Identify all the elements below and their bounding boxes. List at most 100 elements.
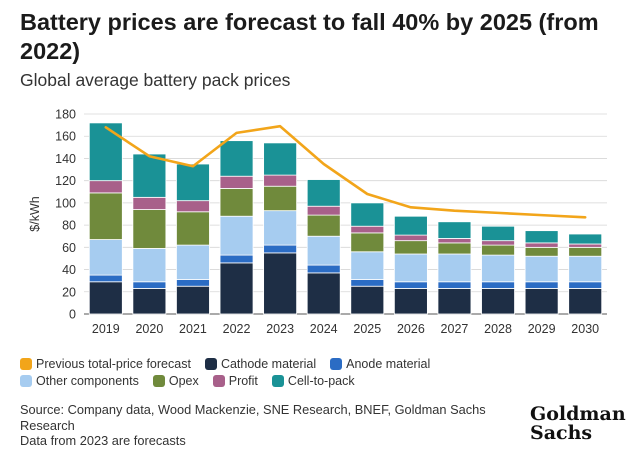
bar-segment-opex <box>306 214 341 237</box>
bar-segment-other-components <box>524 255 559 283</box>
bar-segment-other-components <box>393 253 428 283</box>
y-tick-label: 60 <box>62 241 76 255</box>
legend-label: Cathode material <box>220 357 317 371</box>
x-tick-label: 2019 <box>92 322 120 336</box>
legend-row: Other components Opex Profit Cell-to-pack <box>20 373 540 389</box>
y-tick-label: 120 <box>55 174 76 188</box>
bar-segment-cathode-material <box>524 288 559 315</box>
bar-segment-cell-to-pack <box>568 233 603 245</box>
x-tick-label: 2029 <box>528 322 556 336</box>
x-tick-label: 2021 <box>179 322 207 336</box>
chart-subtitle: Global average battery pack prices <box>20 70 291 90</box>
y-tick-label: 160 <box>55 130 76 144</box>
bar-chart: 0 20 40 60 80 100 120 140 160 180 $/kWh 2019 2020 202… <box>28 108 607 336</box>
bar-segment-profit <box>306 205 341 216</box>
y-tick-label: 80 <box>62 219 76 233</box>
bar-segment-profit <box>263 174 298 187</box>
bar-segment-other-components <box>219 215 254 256</box>
bar-segment-anode-material <box>437 281 472 289</box>
bar-segment-opex <box>524 246 559 257</box>
bar-segment-opex <box>176 211 210 246</box>
bar-segment-cell-to-pack <box>132 153 167 198</box>
legend: Previous total-price forecast Cathode mat… <box>20 356 540 390</box>
bar-segment-profit <box>524 242 559 248</box>
y-tick-label: 140 <box>55 152 76 166</box>
legend-item: Opex <box>152 374 199 388</box>
bar-segment-profit <box>219 175 254 189</box>
forecast-note: Data from 2023 are forecasts <box>20 433 186 448</box>
x-tick-label: 2020 <box>135 322 163 336</box>
bar-segment-cathode-material <box>176 285 210 315</box>
goldman-sachs-logo: Goldman Sachs <box>530 405 626 443</box>
bar-segment-anode-material <box>524 281 559 289</box>
x-tick-label: 2024 <box>310 322 338 336</box>
bar-segment-profit <box>176 200 210 213</box>
y-tick-label: 0 <box>69 308 76 322</box>
x-tick-label: 2030 <box>571 322 599 336</box>
y-tick-label: 20 <box>62 285 76 299</box>
bar-segment-cell-to-pack <box>350 202 385 227</box>
bar-segment-cell-to-pack <box>437 221 472 239</box>
legend-item: Anode material <box>330 357 430 371</box>
bar-segment-anode-material <box>350 279 385 287</box>
bar-segment-profit <box>437 238 472 244</box>
bar-segment-profit <box>132 196 167 210</box>
bar-segment-anode-material <box>263 244 298 254</box>
bar-segment-opex <box>437 242 472 255</box>
bar-segment-profit <box>350 225 385 234</box>
legend-label: Opex <box>168 374 199 388</box>
bar-segment-other-components <box>176 244 210 280</box>
legend-item: Cathode material <box>204 357 317 371</box>
source-text: Source: Company data, Wood Mackenzie, SN… <box>20 402 486 433</box>
legend-swatch <box>20 375 32 387</box>
legend-row: Previous total-price forecast Cathode mat… <box>20 356 540 372</box>
bar-segment-other-components <box>263 210 298 246</box>
legend-label: Profit <box>228 374 258 388</box>
x-tick-label: 2023 <box>266 322 294 336</box>
y-tick-label: 180 <box>55 108 76 122</box>
bar-segment-anode-material <box>88 274 123 283</box>
source-note: Source: Company data, Wood Mackenzie, SN… <box>20 402 520 449</box>
bar-segment-anode-material <box>176 279 210 287</box>
bar-segment-profit <box>88 180 123 194</box>
bar-segment-cell-to-pack <box>263 142 298 176</box>
bar-segment-profit <box>481 240 515 246</box>
bar-segment-anode-material <box>132 281 167 289</box>
legend-swatch <box>20 358 32 370</box>
bar-segment-cell-to-pack <box>393 215 428 236</box>
legend-label: Anode material <box>346 357 431 371</box>
bar-segment-cathode-material <box>263 252 298 315</box>
bar-segment-cathode-material <box>219 262 254 315</box>
bar-segment-profit <box>393 234 428 242</box>
legend-swatch <box>204 358 217 370</box>
bar-segment-anode-material <box>568 281 603 289</box>
bar-segment-cathode-material <box>568 288 603 315</box>
bar-segment-cell-to-pack <box>481 225 515 242</box>
bar-segment-anode-material <box>481 281 515 289</box>
bar-segment-opex <box>481 244 515 256</box>
bar-segment-opex <box>263 185 298 212</box>
bar-segment-other-components <box>306 235 341 266</box>
bar-segment-opex <box>219 188 254 217</box>
bar-segment-anode-material <box>306 264 341 274</box>
legend-item: Profit <box>212 374 258 388</box>
bar-segment-cathode-material <box>393 288 428 315</box>
bar-segment-cathode-material <box>88 281 123 315</box>
legend-label: Other components <box>36 374 139 388</box>
legend-item: Other components <box>20 374 139 388</box>
bar-segment-opex <box>88 192 123 240</box>
bar-segment-other-components <box>132 248 167 283</box>
chart-title: Battery prices are forecast to fall 40% … <box>20 9 599 64</box>
x-tick-label: 2027 <box>441 322 469 336</box>
bar-segment-cell-to-pack <box>176 163 210 202</box>
bar-segment-other-components <box>568 255 603 283</box>
x-tick-label: 2025 <box>353 322 381 336</box>
bar-segment-opex <box>393 240 428 255</box>
logo-line-1: Goldman <box>530 403 626 425</box>
legend-item: Cell-to-pack <box>271 374 355 388</box>
x-tick-label: 2026 <box>397 322 425 336</box>
legend-swatch <box>330 358 343 370</box>
legend-label: Cell-to-pack <box>287 374 355 388</box>
bar-segment-cell-to-pack <box>219 140 254 177</box>
previous-forecast-line <box>104 124 587 219</box>
